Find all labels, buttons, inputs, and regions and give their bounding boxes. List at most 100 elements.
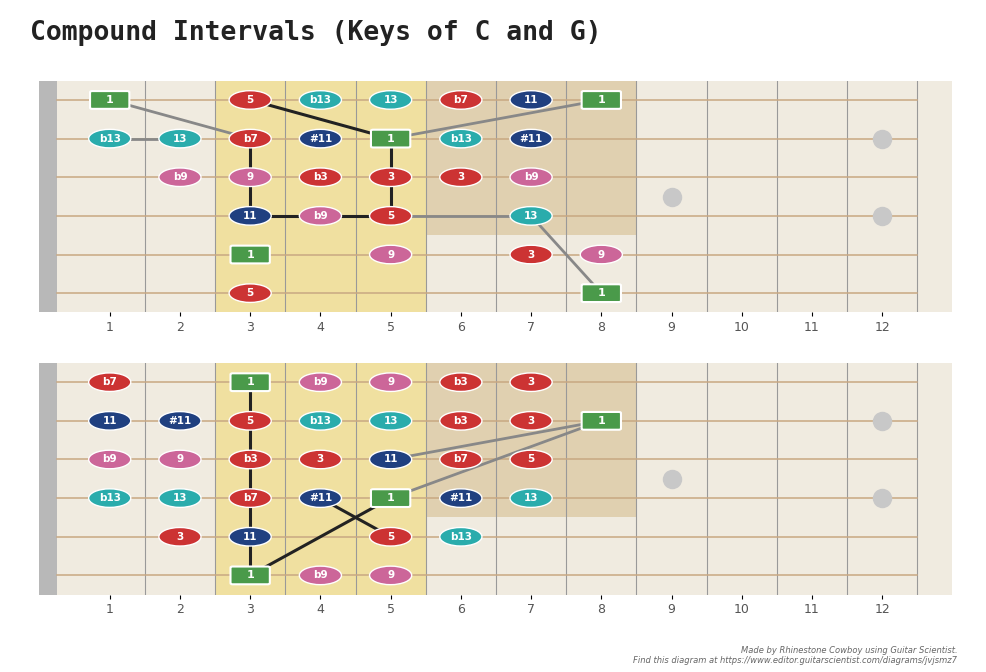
Ellipse shape: [440, 411, 481, 430]
Bar: [215, 81, 285, 312]
Ellipse shape: [159, 528, 201, 546]
Text: 9: 9: [176, 454, 183, 464]
Text: 9: 9: [387, 571, 393, 581]
Ellipse shape: [510, 206, 551, 225]
Text: 1: 1: [387, 134, 394, 144]
FancyBboxPatch shape: [90, 91, 129, 109]
Text: 1: 1: [597, 288, 604, 298]
Text: 5: 5: [246, 288, 253, 298]
Text: 11: 11: [524, 95, 537, 105]
FancyBboxPatch shape: [581, 284, 620, 302]
Ellipse shape: [159, 129, 201, 148]
Text: #11: #11: [309, 134, 331, 144]
Ellipse shape: [299, 168, 341, 187]
Text: 13: 13: [173, 134, 187, 144]
Ellipse shape: [369, 528, 411, 546]
Text: b3: b3: [313, 172, 327, 182]
Text: 3: 3: [176, 532, 183, 542]
Ellipse shape: [89, 411, 130, 430]
Text: b13: b13: [450, 532, 471, 542]
Ellipse shape: [229, 528, 271, 546]
Text: b9: b9: [173, 172, 187, 182]
Text: 9: 9: [246, 172, 253, 182]
FancyBboxPatch shape: [231, 374, 269, 391]
Ellipse shape: [369, 566, 411, 585]
Text: 3: 3: [527, 377, 534, 387]
Ellipse shape: [440, 168, 481, 187]
Text: 5: 5: [387, 211, 393, 221]
Bar: [215, 363, 285, 595]
Text: 5: 5: [527, 454, 534, 464]
Text: b13: b13: [99, 493, 120, 503]
Ellipse shape: [299, 373, 341, 392]
Ellipse shape: [580, 245, 622, 264]
Text: b3: b3: [243, 454, 257, 464]
Bar: [355, 363, 425, 595]
Ellipse shape: [89, 373, 130, 392]
Text: b13: b13: [99, 134, 120, 144]
Text: 9: 9: [387, 249, 393, 259]
Text: 9: 9: [598, 249, 604, 259]
Text: 13: 13: [173, 493, 187, 503]
Text: #11: #11: [519, 134, 542, 144]
Ellipse shape: [440, 489, 481, 507]
Ellipse shape: [229, 284, 271, 302]
Ellipse shape: [159, 450, 201, 469]
Ellipse shape: [369, 373, 411, 392]
Ellipse shape: [510, 129, 551, 148]
Text: Compound Intervals (Keys of C and G): Compound Intervals (Keys of C and G): [30, 20, 600, 46]
Ellipse shape: [229, 489, 271, 507]
Text: 11: 11: [243, 532, 257, 542]
Ellipse shape: [229, 91, 271, 110]
FancyBboxPatch shape: [231, 246, 269, 263]
Text: 3: 3: [387, 172, 393, 182]
Text: 1: 1: [106, 95, 113, 105]
Text: b9: b9: [103, 454, 117, 464]
Ellipse shape: [510, 373, 551, 392]
Text: b13: b13: [309, 416, 331, 426]
Text: 13: 13: [383, 95, 397, 105]
Ellipse shape: [369, 411, 411, 430]
Ellipse shape: [369, 206, 411, 225]
Text: 1: 1: [597, 416, 604, 426]
Ellipse shape: [440, 373, 481, 392]
Text: #11: #11: [169, 416, 191, 426]
FancyBboxPatch shape: [581, 412, 620, 429]
Ellipse shape: [299, 450, 341, 469]
Ellipse shape: [369, 245, 411, 264]
Ellipse shape: [89, 450, 130, 469]
Ellipse shape: [229, 129, 271, 148]
Ellipse shape: [229, 206, 271, 225]
Text: 3: 3: [527, 416, 534, 426]
Text: Made by Rhinestone Cowboy using Guitar Scientist.
Find this diagram at https://w: Made by Rhinestone Cowboy using Guitar S…: [633, 646, 956, 665]
Bar: [4, 81, 57, 312]
Text: 1: 1: [246, 377, 253, 387]
Ellipse shape: [440, 129, 481, 148]
Text: b7: b7: [243, 134, 257, 144]
Ellipse shape: [299, 91, 341, 110]
Ellipse shape: [299, 129, 341, 148]
Bar: [566, 81, 636, 235]
Ellipse shape: [159, 489, 201, 507]
Text: 13: 13: [524, 211, 537, 221]
Text: 11: 11: [383, 454, 397, 464]
Bar: [425, 363, 496, 517]
Text: 5: 5: [387, 532, 393, 542]
Text: b9: b9: [313, 211, 327, 221]
Text: b7: b7: [243, 493, 257, 503]
Bar: [496, 81, 566, 235]
Text: 13: 13: [524, 493, 537, 503]
Ellipse shape: [510, 245, 551, 264]
Text: b7: b7: [103, 377, 117, 387]
Ellipse shape: [510, 91, 551, 110]
Text: 3: 3: [317, 454, 323, 464]
Ellipse shape: [510, 489, 551, 507]
Ellipse shape: [159, 411, 201, 430]
Text: 5: 5: [246, 416, 253, 426]
Bar: [285, 81, 355, 312]
Bar: [496, 363, 566, 517]
Text: b13: b13: [309, 95, 331, 105]
Text: b13: b13: [450, 134, 471, 144]
Ellipse shape: [299, 206, 341, 225]
FancyBboxPatch shape: [581, 91, 620, 109]
